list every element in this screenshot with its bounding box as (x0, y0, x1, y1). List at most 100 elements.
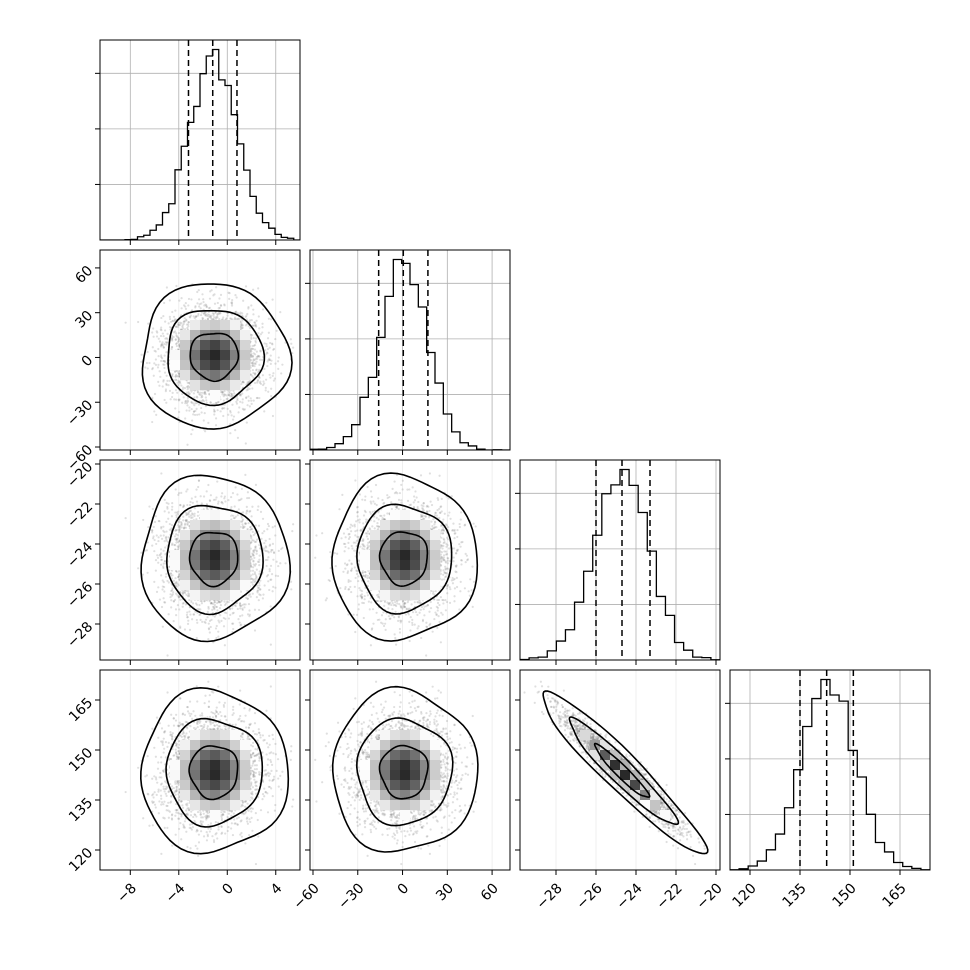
scatter-point (241, 312, 244, 315)
scatter-point (165, 538, 168, 541)
scatter-point (253, 608, 257, 611)
scatter-point (163, 360, 167, 364)
scatter-point (259, 333, 262, 336)
scatter-point (199, 313, 203, 317)
scatter-point (242, 381, 245, 384)
scatter-point (253, 571, 256, 574)
scatter-point (169, 328, 172, 331)
scatter-point (137, 320, 140, 324)
scatter-point (151, 368, 154, 371)
scatter-point (191, 501, 194, 504)
scatter-point (263, 541, 266, 545)
scatter-point (261, 517, 265, 520)
scatter-point (246, 323, 249, 326)
scatter-point (215, 624, 218, 628)
scatter-point (204, 405, 207, 408)
scatter-point (230, 301, 234, 304)
scatter-point (168, 325, 172, 329)
scatter-point (144, 366, 147, 369)
scatter-point (291, 529, 294, 533)
scatter-point (202, 298, 205, 301)
scatter-point (216, 601, 219, 605)
scatter-point (254, 324, 258, 327)
scatter-point (175, 284, 178, 288)
scatter-point (245, 396, 248, 399)
scatter-point (226, 407, 229, 410)
scatter-point (258, 564, 261, 567)
scatter-point (241, 518, 245, 521)
scatter-point (268, 588, 271, 592)
scatter-point (250, 350, 253, 353)
scatter-point (252, 560, 255, 563)
scatter-point (142, 518, 145, 522)
scatter-point (221, 391, 225, 394)
scatter-point (194, 306, 197, 309)
scatter-point (226, 397, 229, 400)
scatter-point (257, 608, 261, 612)
scatter-point (259, 349, 262, 352)
scatter-point (176, 325, 179, 329)
scatter-point (175, 538, 178, 541)
scatter-point (177, 573, 181, 576)
scatter-point (261, 308, 265, 311)
scatter-point (163, 354, 166, 357)
scatter-point (196, 621, 199, 624)
scatter-point (290, 342, 293, 345)
scatter-point (213, 316, 216, 319)
scatter-point (177, 338, 180, 341)
scatter-point (232, 514, 235, 517)
scatter-point (251, 354, 255, 358)
scatter-point (236, 436, 240, 439)
scatter-point (181, 324, 184, 327)
scatter-point (185, 593, 188, 596)
density-cell (230, 380, 241, 391)
scatter-point (180, 322, 183, 325)
density-cell (200, 370, 211, 381)
scatter-point (190, 433, 193, 436)
density-cell (180, 330, 191, 341)
scatter-point (267, 358, 270, 362)
scatter-point (238, 312, 241, 316)
scatter-point (243, 525, 246, 528)
scatter-point (160, 354, 163, 357)
scatter-point (284, 562, 287, 565)
scatter-point (246, 527, 249, 531)
scatter-point (252, 399, 255, 402)
scatter-point (279, 311, 282, 314)
scatter-point (263, 382, 266, 385)
scatter-point (251, 539, 254, 542)
scatter-point (275, 560, 278, 563)
scatter-point (237, 411, 240, 414)
scatter-point (208, 316, 211, 319)
scatter-point (231, 299, 234, 302)
scatter-point (146, 350, 149, 354)
scatter-point (252, 359, 255, 362)
scatter-point (230, 518, 233, 521)
scatter-point (159, 553, 162, 556)
scatter-point (259, 588, 262, 591)
scatter-point (212, 318, 215, 321)
scatter-point (253, 348, 257, 351)
scatter-point (187, 393, 190, 396)
density-cell (220, 350, 231, 361)
scatter-point (216, 313, 219, 316)
scatter-point (162, 346, 165, 349)
scatter-point (159, 375, 162, 378)
density-cell (210, 350, 221, 361)
scatter-point (239, 323, 243, 327)
scatter-point (191, 513, 194, 516)
scatter-point (280, 547, 283, 551)
density-cell (190, 380, 201, 391)
scatter-point (225, 600, 229, 603)
scatter-point (208, 306, 211, 309)
scatter-point (184, 305, 187, 308)
scatter-point (240, 322, 243, 325)
scatter-point (193, 413, 197, 417)
scatter-point (188, 598, 191, 602)
scatter-point (166, 507, 169, 510)
scatter-point (212, 498, 216, 501)
scatter-point (177, 338, 181, 341)
scatter-point (190, 516, 193, 519)
scatter-point (227, 393, 230, 397)
scatter-point (232, 415, 236, 418)
